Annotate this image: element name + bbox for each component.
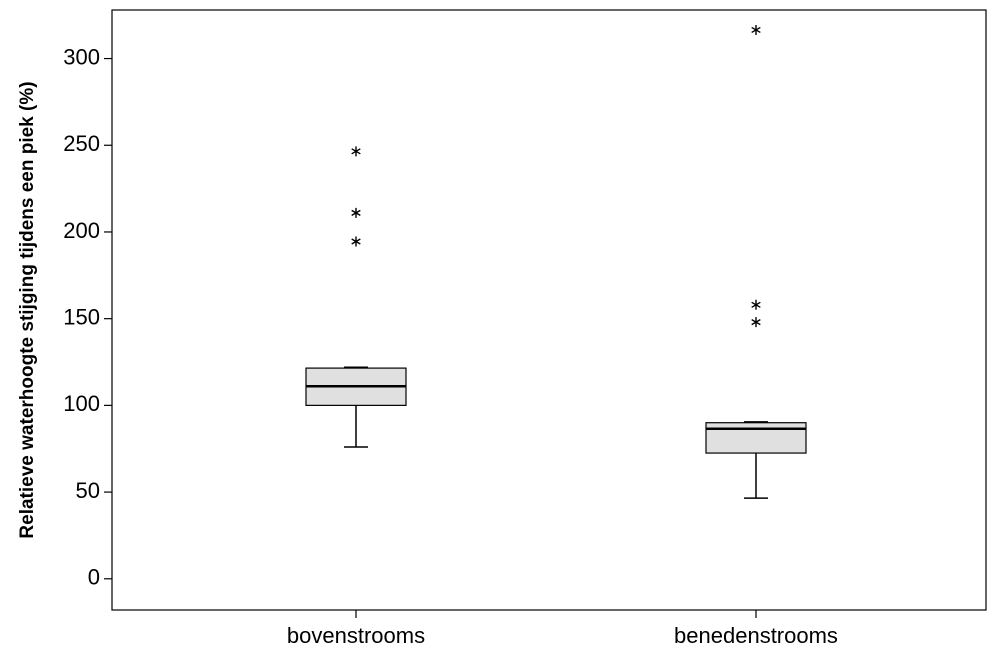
y-tick-label: 250: [63, 131, 100, 156]
y-axis-label: Relatieve waterhoogte stijging tijdens e…: [17, 81, 38, 538]
y-tick-label: 0: [88, 565, 100, 590]
y-tick-label: 300: [63, 44, 100, 69]
plot-frame: [111, 9, 987, 611]
y-tick-label: 200: [63, 218, 100, 243]
x-tick-label: bovenstrooms: [287, 623, 425, 648]
outlier: [351, 207, 361, 218]
box: [705, 422, 807, 454]
y-tick-label: 100: [63, 391, 100, 416]
y-tick-label: 50: [76, 478, 100, 503]
y-tick-label: 150: [63, 304, 100, 329]
outlier: [751, 24, 761, 35]
x-tick-label: benedenstrooms: [674, 623, 838, 648]
outlier: [351, 236, 361, 247]
outlier: [351, 146, 361, 157]
outlier: [751, 317, 761, 328]
outlier: [751, 299, 761, 310]
